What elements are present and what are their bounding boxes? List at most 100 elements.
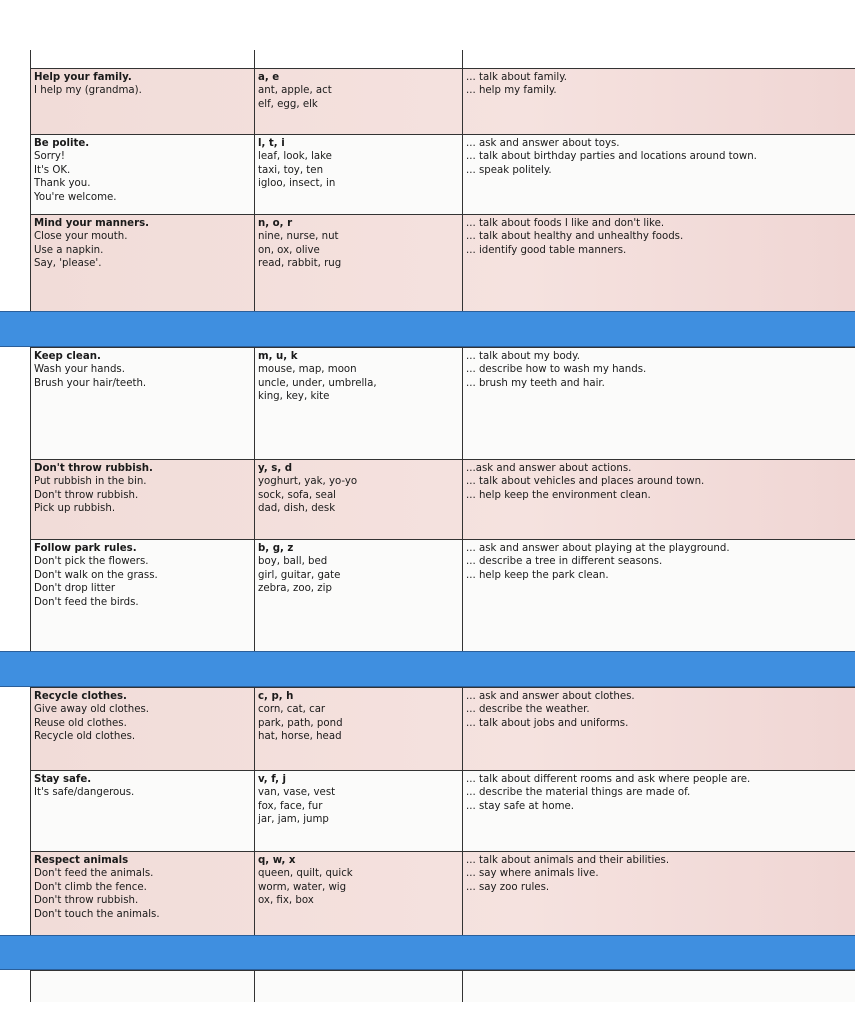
value-title: Keep clean.	[34, 351, 101, 362]
phonics-cell	[254, 971, 462, 1002]
outcomes-cell: ... talk about different rooms and ask w…	[462, 771, 855, 851]
learning-outcome: ... talk about family.	[466, 72, 568, 83]
value-phrase: Say, 'please'.	[34, 258, 102, 270]
phonics-words: on, ox, olive	[258, 244, 320, 256]
learning-outcome: ... brush my teeth and hair.	[466, 377, 605, 389]
value-phrase: Don't climb the fence.	[34, 881, 147, 893]
value-phrase: Don't feed the birds.	[34, 596, 139, 608]
values-cell: Follow park rules. Don't pick the flowers…	[30, 540, 254, 651]
phonics-words: ox, fix, box	[258, 895, 314, 907]
value-phrase: I help my (grandma).	[34, 85, 142, 97]
phonics-words: uncle, under, umbrella,	[258, 377, 377, 389]
value-phrase: Brush your hair/teeth.	[34, 377, 147, 389]
learning-outcome: ... talk about healthy and unhealthy foo…	[466, 231, 684, 243]
value-title: Help your family.	[34, 72, 132, 83]
column-divider	[462, 50, 464, 68]
learning-outcome: ... speak politely.	[466, 164, 552, 176]
phonics-words: girl, guitar, gate	[258, 569, 341, 581]
value-phrase: Sorry!	[34, 151, 66, 163]
learning-outcome: ... talk about animals and their abiliti…	[466, 855, 670, 866]
phonics-letters: y, s, d	[258, 463, 293, 474]
value-title: Follow park rules.	[34, 543, 137, 554]
value-title: Don't throw rubbish.	[34, 463, 153, 474]
learning-outcome: ... help keep the environment clean.	[466, 489, 651, 501]
phonics-letters: c, p, h	[258, 691, 294, 702]
value-phrase: Thank you.	[34, 178, 91, 190]
values-cell: Be polite. Sorry! It's OK. Thank you. You're…	[30, 135, 254, 214]
phonics-words: corn, cat, car	[258, 704, 326, 716]
value-phrase: Don't throw rubbish.	[34, 895, 139, 907]
learning-outcome: ... talk about vehicles and places aroun…	[466, 476, 705, 488]
table-row: Don't throw rubbish. Put rubbish in the b…	[30, 459, 855, 539]
column-divider	[30, 50, 32, 68]
learning-outcome: ... describe a tree in different seasons…	[466, 556, 663, 568]
outcomes-cell: ... ask and answer about toys. ... talk a…	[462, 135, 855, 214]
phonics-words: read, rabbit, rug	[258, 258, 342, 270]
phonics-words: park, path, pond	[258, 717, 343, 729]
unit-separator-band	[0, 311, 855, 347]
value-phrase: Don't pick the flowers.	[34, 556, 149, 568]
phonics-words: worm, water, wig	[258, 881, 347, 893]
learning-outcome: ... describe the material things are mad…	[466, 787, 691, 799]
outcomes-cell: ... ask and answer about clothes. ... des…	[462, 688, 855, 770]
values-cell	[30, 971, 254, 1002]
phonics-words: ant, apple, act	[258, 85, 332, 97]
table-row: Recycle clothes. Give away old clothes. Re…	[30, 687, 855, 770]
phonics-cell: m, u, k mouse, map, moon uncle, under, umb…	[254, 348, 462, 459]
outcomes-cell: ... ask and answer about playing at the …	[462, 540, 855, 651]
outcomes-cell: ... talk about animals and their abiliti…	[462, 852, 855, 935]
learning-outcome: ... describe how to wash my hands.	[466, 364, 647, 376]
learning-outcome: ... talk about birthday parties and loca…	[466, 151, 757, 163]
phonics-words: yoghurt, yak, yo-yo	[258, 476, 358, 488]
values-cell: Help your family. I help my (grandma).	[30, 69, 254, 134]
table-row: Help your family. I help my (grandma). a, …	[30, 68, 855, 134]
value-phrase: Don't feed the animals.	[34, 868, 154, 880]
table-row: Stay safe. It's safe/dangerous. v, f, j van…	[30, 770, 855, 851]
phonics-letters: n, o, r	[258, 218, 293, 229]
value-phrase: Recycle old clothes.	[34, 731, 136, 743]
phonics-letters: q, w, x	[258, 855, 296, 866]
value-phrase: Don't touch the animals.	[34, 908, 160, 920]
value-phrase: You're welcome.	[34, 191, 117, 203]
value-phrase: Close your mouth.	[34, 231, 128, 243]
values-cell: Mind your manners. Close your mouth. Use a…	[30, 215, 254, 311]
values-cell: Don't throw rubbish. Put rubbish in the b…	[30, 460, 254, 539]
learning-outcome: ... help keep the park clean.	[466, 569, 609, 581]
column-divider	[254, 50, 256, 68]
value-phrase: Don't throw rubbish.	[34, 489, 139, 501]
learning-outcome: ... ask and answer about playing at the …	[466, 543, 730, 554]
phonics-words: nine, nurse, nut	[258, 231, 339, 243]
learning-outcome: ... talk about jobs and uniforms.	[466, 717, 629, 729]
unit-separator-band	[0, 935, 855, 970]
values-cell: Recycle clothes. Give away old clothes. Re…	[30, 688, 254, 770]
phonics-words: taxi, toy, ten	[258, 164, 324, 176]
phonics-cell: a, e ant, apple, act elf, egg, elk	[254, 69, 462, 134]
value-title: Stay safe.	[34, 774, 92, 785]
learning-outcome: ... ask and answer about clothes.	[466, 691, 635, 702]
phonics-words: queen, quilt, quick	[258, 868, 353, 880]
table-row: Keep clean. Wash your hands. Brush your ha…	[30, 347, 855, 459]
phonics-words: mouse, map, moon	[258, 364, 357, 376]
phonics-letters: m, u, k	[258, 351, 298, 362]
phonics-words: van, vase, vest	[258, 787, 336, 799]
value-title: Respect animals	[34, 855, 129, 866]
learning-outcome: ... talk about foods I like and don't li…	[466, 218, 665, 229]
value-phrase: Use a napkin.	[34, 244, 104, 256]
value-phrase: Reuse old clothes.	[34, 717, 127, 729]
phonics-words: dad, dish, desk	[258, 503, 336, 515]
phonics-cell: y, s, d yoghurt, yak, yo-yo sock, sofa, se…	[254, 460, 462, 539]
phonics-cell: q, w, x queen, quilt, quick worm, water, w…	[254, 852, 462, 935]
value-phrase: Give away old clothes.	[34, 704, 150, 716]
phonics-cell: c, p, h corn, cat, car park, path, pond hat…	[254, 688, 462, 770]
phonics-letters: a, e	[258, 72, 280, 83]
phonics-words: king, key, kite	[258, 391, 330, 403]
value-phrase: Don't walk on the grass.	[34, 569, 158, 581]
table-row: Mind your manners. Close your mouth. Use a…	[30, 214, 855, 311]
learning-outcome: ... ask and answer about toys.	[466, 138, 620, 149]
unit-separator-band	[0, 651, 855, 687]
values-cell: Respect animals Don't feed the animals. Do…	[30, 852, 254, 935]
learning-outcome: ... describe the weather.	[466, 704, 590, 716]
learning-outcome: ... say where animals live.	[466, 868, 599, 880]
learning-outcome: ... talk about my body.	[466, 351, 580, 362]
value-title: Be polite.	[34, 138, 90, 149]
